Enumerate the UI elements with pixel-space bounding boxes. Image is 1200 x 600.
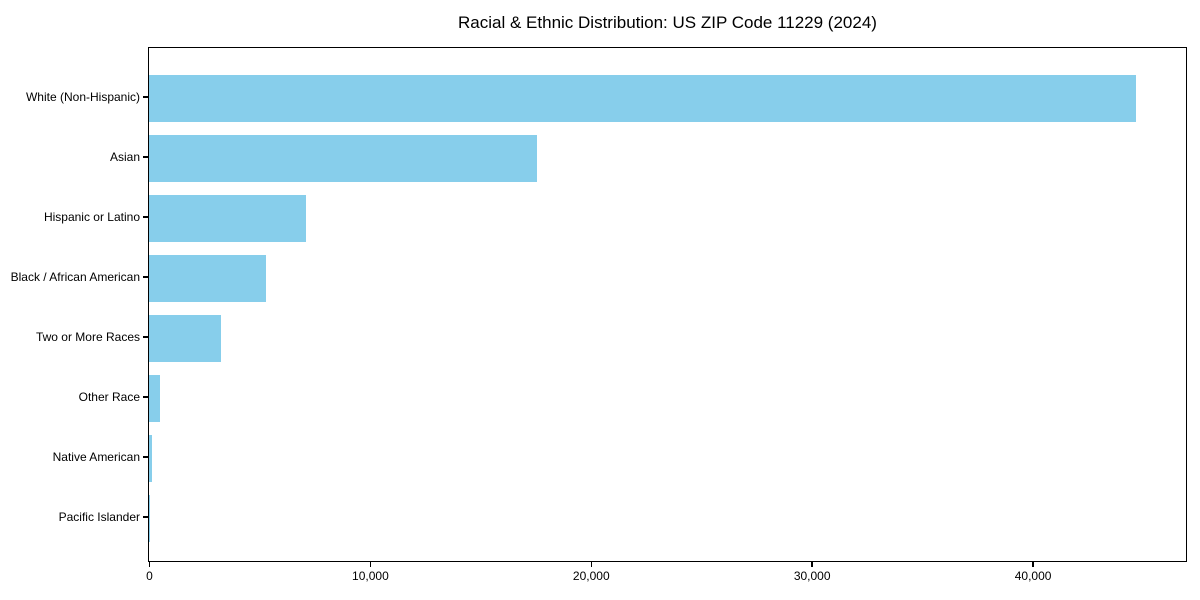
- y-tick-mark: [143, 396, 148, 398]
- x-tick-mark: [148, 562, 151, 567]
- y-tick-mark: [143, 336, 148, 338]
- bar: [149, 494, 150, 542]
- y-axis-label: Hispanic or Latino: [43, 210, 140, 224]
- bar: [149, 434, 152, 482]
- y-tick-mark: [143, 456, 148, 458]
- x-tick-label: 40,000: [1014, 569, 1052, 583]
- y-tick-mark: [143, 156, 148, 158]
- bar-row: [149, 68, 1186, 128]
- bar: [149, 194, 306, 242]
- bar: [149, 254, 267, 302]
- x-tick-mark: [811, 562, 813, 567]
- y-axis-label: Asian: [109, 150, 140, 164]
- y-axis-label: Other Race: [78, 390, 140, 404]
- bar: [149, 74, 1137, 122]
- x-tick-label: 0: [146, 569, 153, 583]
- y-tick-mark: [143, 96, 148, 98]
- bar-row: [149, 488, 1186, 548]
- bar-row: [149, 308, 1186, 368]
- bar-row: [149, 128, 1186, 188]
- bar-row: [149, 428, 1186, 488]
- y-axis-label: Two or More Races: [35, 330, 140, 344]
- y-tick-mark: [143, 216, 148, 218]
- bar: [149, 374, 161, 422]
- y-tick-mark: [143, 276, 148, 278]
- y-axis-label: Native American: [52, 450, 140, 464]
- y-axis-label: Black / African American: [10, 270, 140, 284]
- x-tick-mark: [369, 562, 372, 567]
- bar-row: [149, 248, 1186, 308]
- plot-area: [148, 47, 1187, 562]
- bar-row: [149, 188, 1186, 248]
- y-axis-label: Pacific Islander: [58, 510, 140, 524]
- bars-container: [149, 68, 1186, 548]
- x-tick-mark: [590, 562, 593, 567]
- x-tick-label: 20,000: [572, 569, 610, 583]
- y-tick-mark: [143, 516, 148, 518]
- x-tick-label: 30,000: [793, 569, 831, 583]
- chart-title: Racial & Ethnic Distribution: US ZIP Cod…: [458, 13, 877, 32]
- bar: [149, 134, 537, 182]
- y-axis-label: White (Non-Hispanic): [25, 90, 140, 104]
- x-tick-label: 10,000: [352, 569, 389, 583]
- x-tick-mark: [1032, 562, 1034, 567]
- bar-row: [149, 368, 1186, 428]
- bar: [149, 314, 221, 362]
